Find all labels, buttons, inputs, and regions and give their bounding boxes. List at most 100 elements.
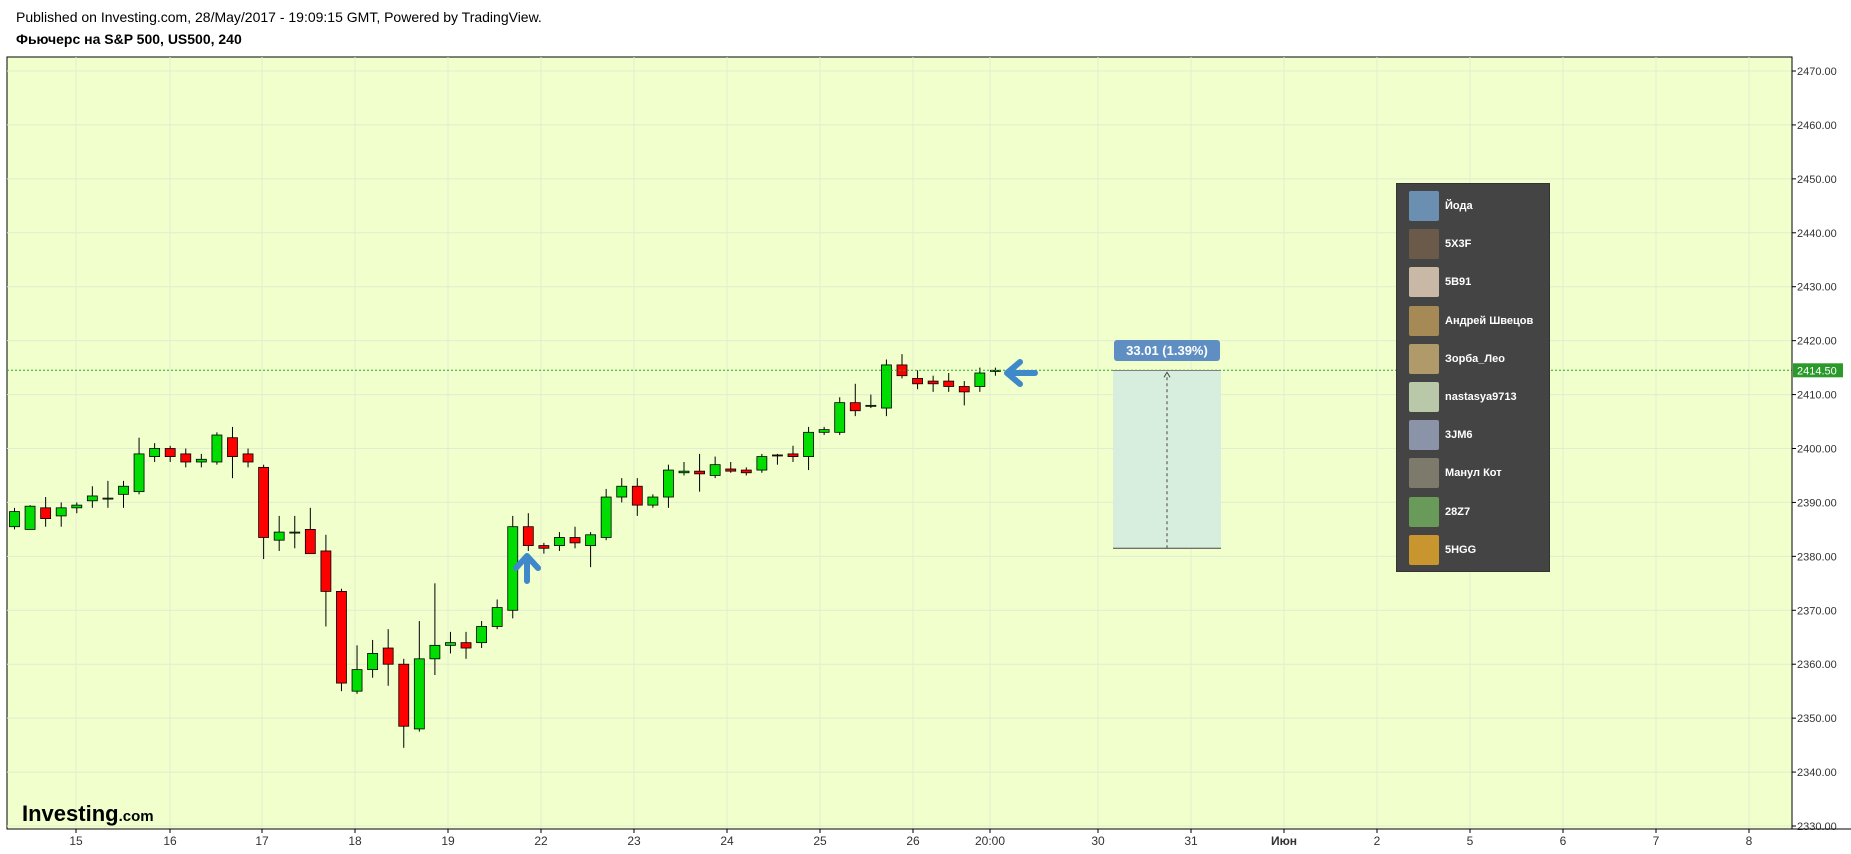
candle-body [71,504,83,509]
candle [227,426,238,479]
user-avatar[interactable] [1409,305,1439,336]
candle [460,631,472,659]
user-avatar[interactable] [1409,382,1439,412]
candle [678,461,690,476]
chat-user-row[interactable]: 5X3F [1409,228,1471,260]
candle-body [367,653,379,671]
user-name[interactable]: nastasya9713 [1445,391,1517,403]
measure-arrowhead [1163,371,1171,378]
candle-body [974,372,986,387]
x-tick-label: 2 [1374,834,1381,848]
user-avatar[interactable] [1409,343,1439,374]
candle-body [149,448,161,457]
x-tick-label: 24 [720,834,734,848]
user-name[interactable]: 5HGG [1445,543,1477,556]
user-avatar[interactable] [1409,229,1439,260]
chat-user-row[interactable]: 5HGG [1409,534,1476,566]
candle [118,480,129,508]
candles [7,354,1792,748]
x-tick-label: 8 [1746,834,1753,848]
chat-user-row[interactable]: nastasya9713 [1409,381,1517,413]
candle [600,488,612,541]
chat-user-row[interactable]: 5B91 [1409,266,1471,298]
candle-body [460,642,472,649]
measure-range-box[interactable] [1113,370,1221,549]
candle [725,461,737,473]
current-price-label: 2414.50 [1797,365,1837,377]
candle-body [678,470,690,474]
y-tick-label: 2470.00 [1797,66,1837,78]
user-name[interactable]: 28Z7 [1445,505,1471,518]
chat-user-row[interactable]: 28Z7 [1409,496,1470,528]
annotation-arrows[interactable] [513,359,1038,584]
candle [522,513,534,551]
user-avatar[interactable] [1409,534,1439,565]
candle [631,478,643,516]
candle-body [304,528,316,555]
user-name[interactable]: 5B91 [1445,276,1472,289]
candle-body [663,469,674,498]
chat-user-row[interactable]: Андрей Швецов [1409,305,1533,337]
user-name[interactable]: Зорба_Лео [1445,352,1505,365]
user-avatar[interactable] [1409,420,1439,451]
candle [943,373,955,392]
candle [211,432,223,465]
x-tick-label: 7 [1653,834,1660,848]
candle-body [896,364,908,377]
y-tick-label: 2370.00 [1797,605,1837,617]
candle [382,629,394,686]
user-avatar[interactable] [1409,267,1439,298]
candle-body [227,437,238,457]
candle [538,542,550,554]
candle-body [24,505,36,530]
arrow-up-icon[interactable] [513,553,541,584]
chat-user-row[interactable]: Манул Кот [1409,457,1502,489]
candle-body [958,386,970,393]
y-tick-label: 2330.00 [1797,821,1837,833]
arrow-left-icon[interactable] [1004,359,1038,387]
candle [102,480,114,508]
candle-body [445,642,456,646]
measure-tool[interactable]: 33.01 (1.39%) [1113,340,1221,549]
measure-label: 33.01 (1.39%) [1126,343,1208,358]
candle [351,645,363,694]
user-name[interactable]: 5X3F [1445,238,1472,251]
time-axis[interactable]: 15 16 17 18 19 22 23 24 25 26 20:00 30 31 Июн 2 5 6 7 8 [7,828,1851,848]
x-tick-label: 19 [441,834,455,848]
candle [927,375,939,392]
candle [958,381,970,406]
user-name[interactable]: Манул Кот [1445,467,1502,480]
y-tick-label: 2460.00 [1797,120,1837,132]
candle [180,448,192,468]
candle-body [429,644,441,660]
candle-body [55,507,67,517]
candle-body [491,607,503,627]
user-name[interactable]: 3JM6 [1445,429,1473,442]
candle [476,621,488,649]
chat-user-row[interactable]: Йода [1409,190,1473,222]
measure-label-badge [1114,340,1220,361]
x-tick-label: 30 [1091,834,1105,848]
user-name[interactable]: Андрей Швецов [1445,314,1534,327]
candle-body [616,485,628,498]
x-tick-label: 18 [348,834,362,848]
candle-body [709,464,721,476]
user-avatar[interactable] [1409,191,1439,221]
chat-user-row[interactable]: 3JM6 [1409,419,1473,451]
y-tick-label: 2450.00 [1797,174,1837,186]
candle [398,658,410,748]
x-tick-label: 23 [627,834,641,848]
user-avatar[interactable] [1409,458,1439,489]
user-name[interactable]: Йода [1445,200,1473,212]
chat-user-row[interactable]: Зорба_Лео [1409,343,1505,375]
candle [881,359,892,417]
price-axis[interactable]: 2470.00 2460.00 2450.00 2440.00 2430.00 2420.… [1792,66,1843,833]
candle-body [600,496,612,538]
candle-body [382,647,394,665]
candle [195,453,207,468]
candle [336,588,347,692]
candle-body [133,453,145,493]
user-avatar[interactable] [1409,496,1439,527]
